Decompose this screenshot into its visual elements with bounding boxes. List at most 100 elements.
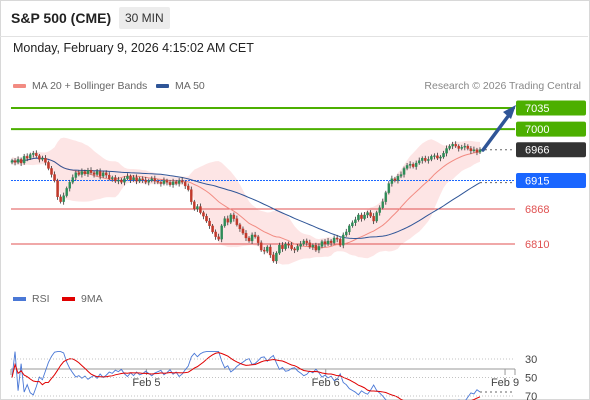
candle-body [107,174,111,179]
candle-body [59,196,62,202]
candle-body [220,225,223,240]
candle-body [147,180,151,183]
candle-body [314,245,318,251]
level-label-6966: 6966 [525,145,549,157]
candle-body [25,156,29,159]
candle-body [114,177,117,182]
candle-body [262,249,266,252]
candle-body [375,212,378,222]
candle-body [132,177,135,181]
xtick-label: Feb 6 [312,377,340,389]
rsi-ma-swatch [62,297,75,302]
candle-body [296,246,299,251]
candle-body [305,240,309,243]
candle-body [472,149,476,152]
candle-body [19,159,23,164]
candle-body [229,214,233,223]
candle-body [259,242,263,251]
candle-body [275,252,278,262]
candle-body [341,234,345,246]
candle-body [442,153,445,158]
candle-body [354,219,357,223]
candle-body [41,158,44,160]
candle-body [451,144,454,147]
timeframe-button[interactable]: 30 MIN [119,7,170,29]
bollinger-band [12,137,480,265]
candle-body [226,218,230,223]
ma20-line [11,151,481,249]
candle-body [272,254,275,262]
datetime-label: Monday, February 9, 2026 4:15:02 AM CET [13,41,254,55]
candle-body [402,168,406,175]
candle-body [460,147,464,149]
candle-body [311,245,315,248]
level-label-bg-7035 [516,100,586,116]
candle-body [180,180,184,183]
candle-body [50,168,53,175]
candle-body [138,178,141,182]
candle-body [83,171,87,175]
candle-body [16,159,20,163]
level-label-6810: 6810 [525,239,549,251]
candle-body [478,149,482,153]
candle-body [411,164,415,167]
candle-body [396,176,400,181]
candle-body [28,154,32,159]
candle-body [387,183,391,193]
legend-rsi-ma: 9MA [62,293,103,305]
instrument-title: S&P 500 (CME) [11,10,112,26]
candle-body [372,216,375,222]
candle-body [250,234,254,242]
target-arrow-head [503,105,516,119]
candles [10,141,482,264]
candle-body [150,178,154,181]
candle-body [168,182,172,185]
candle-body [266,246,269,252]
candle-body [86,170,90,175]
candle-body [351,222,354,227]
ma50-swatch [156,84,169,89]
candle-body [302,240,305,245]
level-label-6868: 6868 [525,204,549,216]
candle-body [171,181,175,185]
candle-body [323,241,327,245]
rsi-swatch [13,297,26,302]
candle-body [430,156,433,160]
candle-body [329,240,333,243]
candle-body [232,214,236,219]
candle-body [439,156,442,159]
candle-body [101,172,105,177]
candle-body [381,201,385,208]
candle-body [299,243,302,247]
candle-body [335,237,339,240]
legend-ma50: MA 50 [156,80,205,92]
candle-body [162,180,166,184]
ma20-swatch [13,84,26,89]
candle-body [205,216,208,222]
candle-body [202,212,205,217]
candle-body [190,189,193,202]
candle-body [290,245,293,249]
candle-body [38,155,41,160]
candle-body [427,159,430,161]
candle-body [363,214,366,219]
candle-body [378,207,381,213]
candle-body [308,242,312,248]
candle-body [235,218,239,225]
candle-body [165,180,169,183]
xtick-label: Feb 5 [132,377,160,389]
candle-body [47,162,50,169]
ma50-label: MA 50 [175,80,205,92]
candle-body [126,176,129,179]
candle-body [457,145,460,149]
target-arrow-shaft [481,113,511,152]
candle-body [466,145,470,149]
candle-body [338,239,342,246]
rsi-ma-label: 9MA [81,293,103,305]
legend-ma20: MA 20 + Bollinger Bands [13,80,147,92]
candle-body [393,178,397,181]
candle-body [193,201,196,210]
candle-body [421,158,424,161]
level-label-7035: 7035 [525,103,549,115]
